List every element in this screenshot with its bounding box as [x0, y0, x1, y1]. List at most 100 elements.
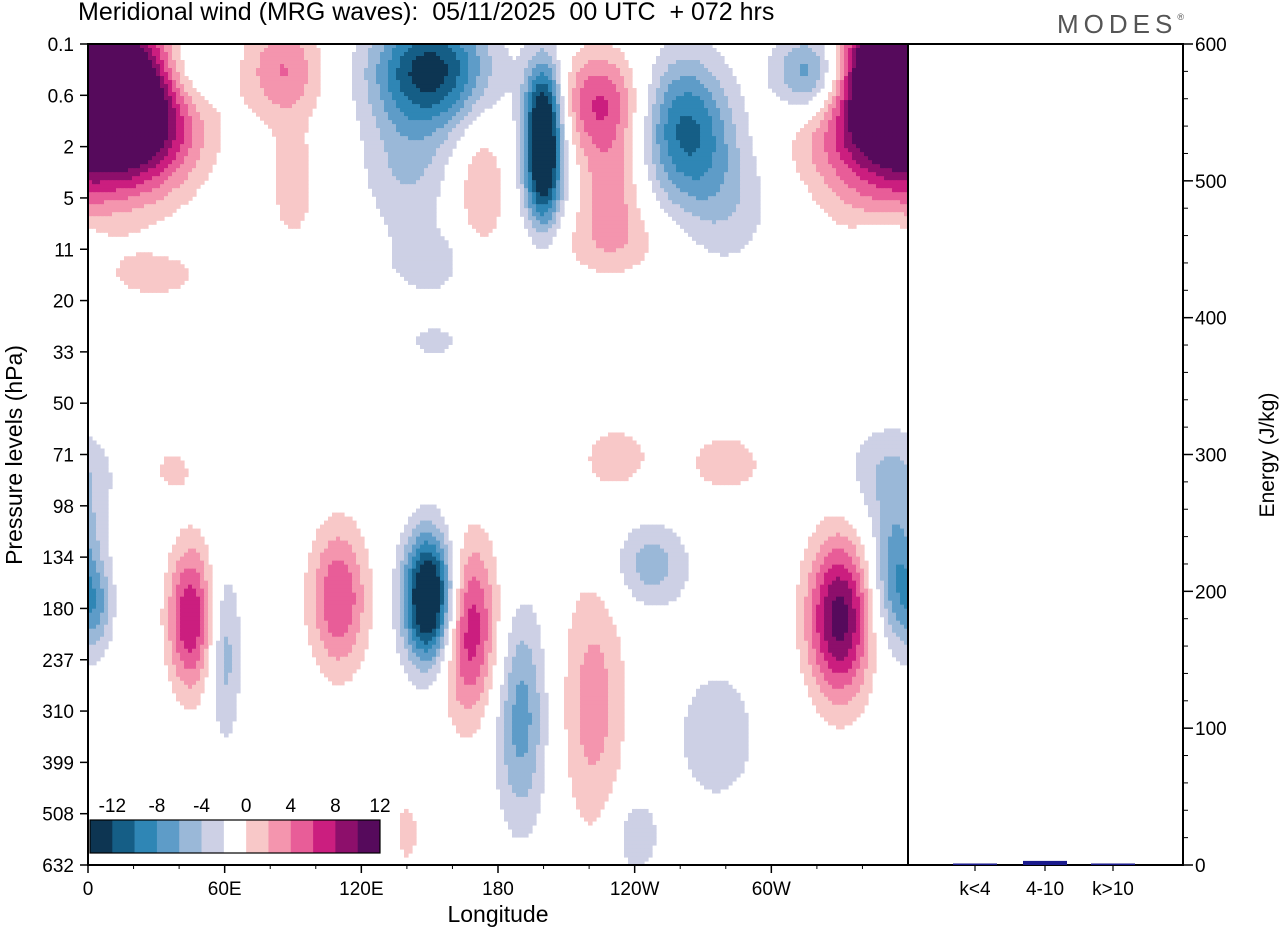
heatmap-cell: [844, 128, 849, 133]
heatmap-cell: [140, 128, 145, 133]
heatmap-cell: [544, 136, 549, 141]
heatmap-cell: [872, 64, 877, 69]
heatmap-cell: [588, 108, 593, 113]
heatmap-cell: [364, 52, 369, 57]
heatmap-cell: [88, 52, 93, 57]
heatmap-cell: [852, 64, 857, 69]
heatmap-cell: [864, 88, 869, 93]
heatmap-cell: [380, 116, 385, 121]
heatmap-cell: [468, 48, 473, 53]
heatmap-cell: [280, 84, 285, 89]
heatmap-cell: [448, 80, 453, 85]
heatmap-cell: [448, 44, 453, 49]
heatmap-cell: [464, 48, 469, 53]
heatmap-cell: [736, 160, 741, 165]
heatmap-cell: [420, 124, 425, 129]
brand-logo: MODES®: [1057, 9, 1184, 40]
heatmap-cell: [868, 140, 873, 145]
heatmap-cell: [456, 80, 461, 85]
heatmap-cell: [692, 104, 697, 109]
heatmap-cell: [860, 168, 865, 173]
heatmap-cell: [740, 120, 745, 125]
heatmap-cell: [104, 156, 109, 161]
heatmap-cell: [180, 104, 185, 109]
heatmap-cell: [644, 140, 649, 145]
heatmap-cell: [672, 64, 677, 69]
heatmap-cell: [452, 88, 457, 93]
heatmap-cell: [428, 64, 433, 69]
heatmap-cell: [804, 72, 809, 77]
heatmap-cell: [376, 164, 381, 169]
heatmap-cell: [372, 160, 377, 165]
heatmap-cell: [788, 84, 793, 89]
heatmap-cell: [860, 124, 865, 129]
heatmap-cell: [192, 152, 197, 157]
heatmap-cell: [704, 168, 709, 173]
heatmap-cell: [368, 48, 373, 53]
heatmap-cell: [880, 136, 885, 141]
heatmap-cell: [708, 124, 713, 129]
heatmap-cell: [272, 72, 277, 77]
heatmap-cell: [892, 88, 897, 93]
heatmap-cell: [696, 152, 701, 157]
heatmap-cell: [868, 72, 873, 77]
heatmap-cell: [612, 140, 617, 145]
heatmap-cell: [680, 88, 685, 93]
heatmap-cell: [592, 152, 597, 157]
heatmap-cell: [264, 108, 269, 113]
heatmap-cell: [292, 140, 297, 145]
heatmap-cell: [420, 156, 425, 161]
heatmap-cell: [416, 52, 421, 57]
heatmap-cell: [132, 120, 137, 125]
heatmap-cell: [448, 60, 453, 65]
heatmap-cell: [616, 80, 621, 85]
heatmap-cell: [148, 44, 153, 49]
heatmap-cell: [572, 84, 577, 89]
heatmap-cell: [792, 100, 797, 105]
heatmap-cell: [492, 64, 497, 69]
heatmap-cell: [808, 144, 813, 149]
heatmap-cell: [388, 140, 393, 145]
heatmap-cell: [152, 96, 157, 101]
heatmap-cell: [620, 104, 625, 109]
heatmap-cell: [520, 164, 525, 169]
heatmap-cell: [396, 156, 401, 161]
heatmap-cell: [160, 128, 165, 133]
heatmap-cell: [516, 144, 521, 149]
heatmap-cell: [212, 108, 217, 113]
heatmap-cell: [620, 52, 625, 57]
heatmap-cell: [196, 128, 201, 133]
heatmap-cell: [212, 128, 217, 133]
heatmap-cell: [436, 48, 441, 53]
heatmap-cell: [112, 80, 117, 85]
heatmap-cell: [472, 64, 477, 69]
heatmap-cell: [392, 72, 397, 77]
heatmap-cell: [788, 96, 793, 101]
heatmap-cell: [376, 116, 381, 121]
heatmap-cell: [860, 164, 865, 169]
heatmap-cell: [556, 164, 561, 169]
heatmap-cell: [356, 88, 361, 93]
heatmap-cell: [684, 108, 689, 113]
heatmap-cell: [128, 144, 133, 149]
heatmap-cell: [744, 136, 749, 141]
heatmap-cell: [832, 100, 837, 105]
heatmap-cell: [744, 124, 749, 129]
heatmap-cell: [672, 140, 677, 145]
heatmap-cell: [492, 48, 497, 53]
heatmap-cell: [700, 164, 705, 169]
heatmap-cell: [820, 148, 825, 153]
heatmap-cell: [900, 84, 905, 89]
heatmap-cell: [356, 80, 361, 85]
heatmap-cell: [196, 168, 201, 173]
heatmap-cell: [704, 152, 709, 157]
heatmap-cell: [136, 116, 141, 121]
heatmap-cell: [592, 76, 597, 81]
heatmap-cell: [720, 112, 725, 117]
heatmap-cell: [884, 120, 889, 125]
heatmap-cell: [816, 48, 821, 53]
heatmap-cell: [872, 92, 877, 97]
heatmap-cell: [456, 64, 461, 69]
heatmap-cell: [600, 136, 605, 141]
heatmap-cell: [828, 132, 833, 137]
